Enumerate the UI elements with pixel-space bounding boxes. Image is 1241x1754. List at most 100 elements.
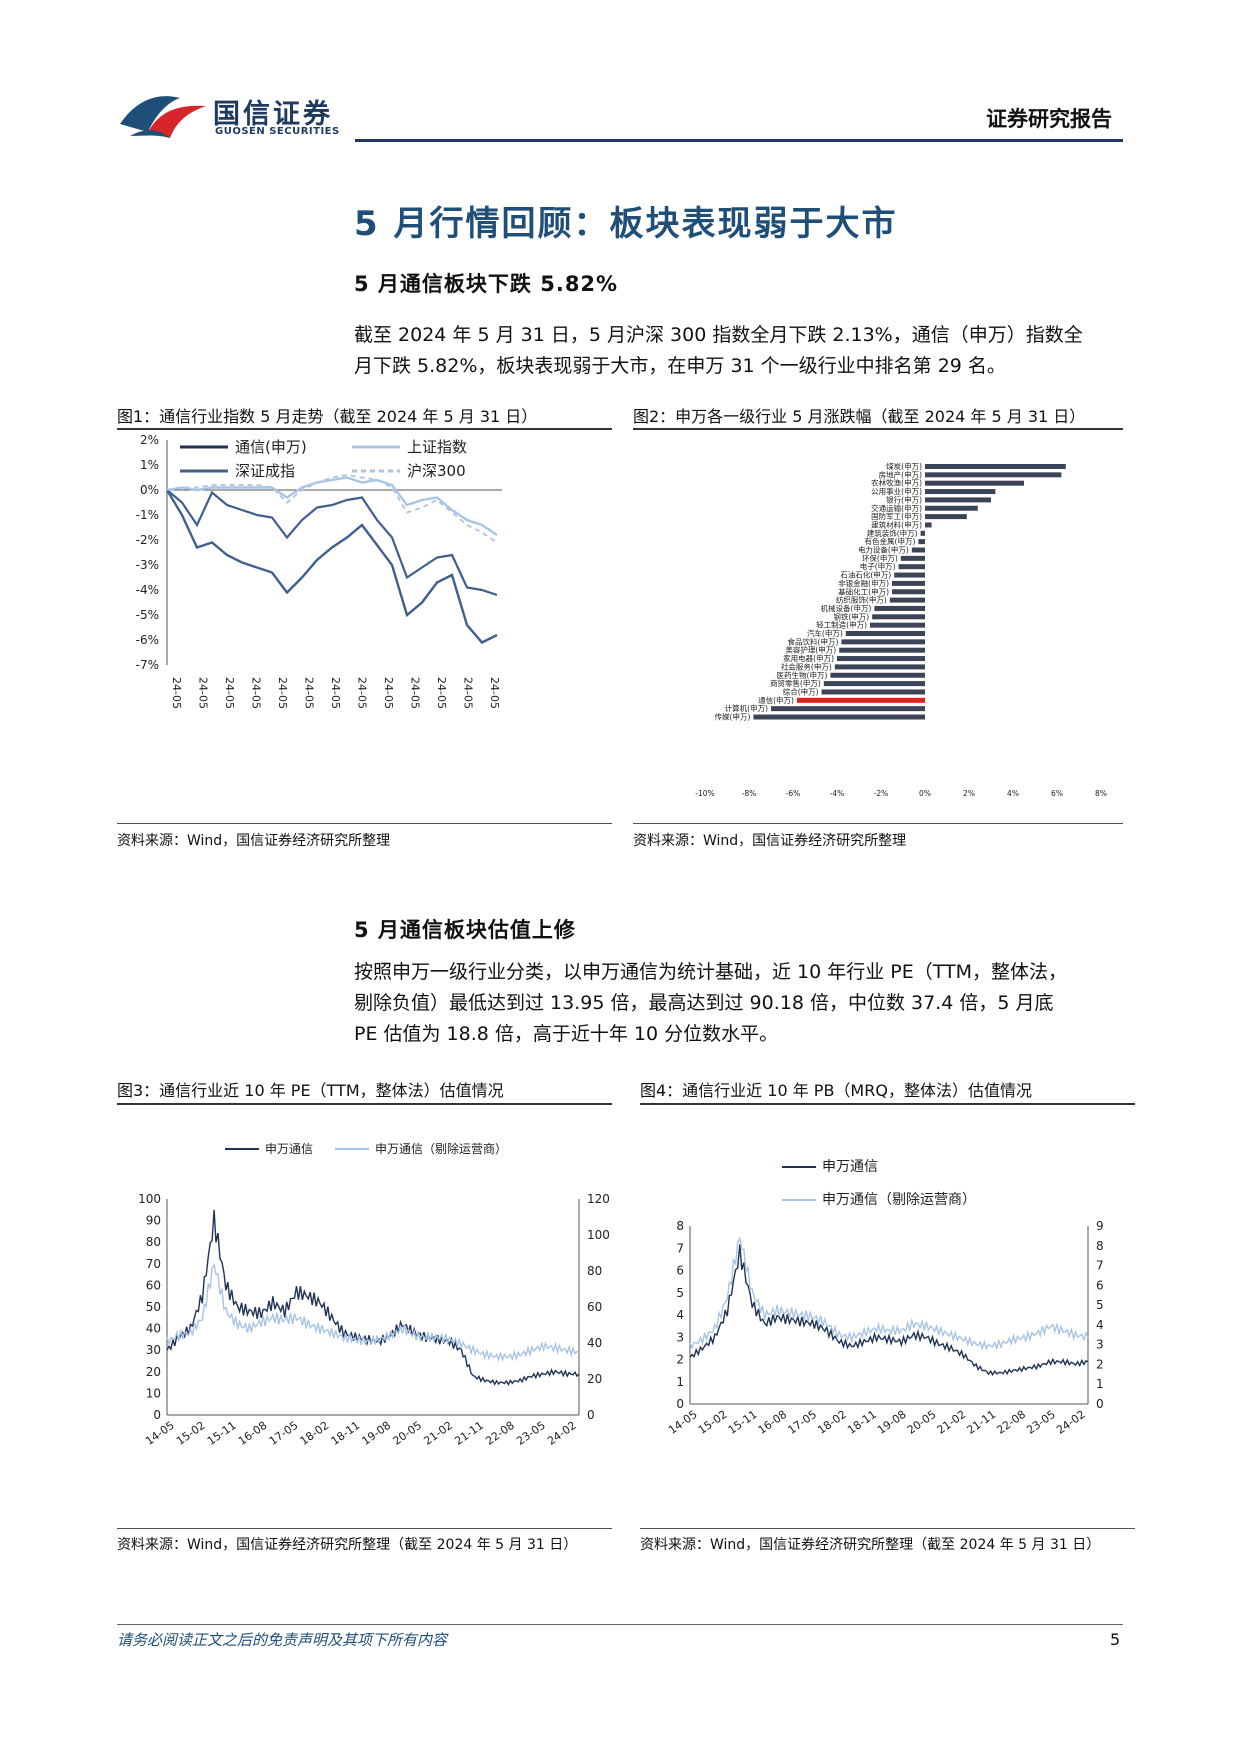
x-tick-label: 24-02 (545, 1419, 579, 1448)
y-left-tick-label: 100 (138, 1192, 161, 1206)
x-tick-label: 24-05 (276, 677, 289, 709)
x-tick-label: 24-05 (170, 677, 183, 709)
x-tick-label: 18-02 (815, 1408, 849, 1437)
category-label: 有色金属(申万) (865, 536, 916, 546)
legend-label: 申万通信 (265, 1142, 313, 1156)
y-right-tick-label: 9 (1096, 1219, 1104, 1233)
bar (796, 697, 925, 703)
figure-2-source: 资料来源：Wind，国信证券经济研究所整理 (633, 833, 907, 849)
bar (925, 505, 978, 511)
y-right-tick-label: 7 (1096, 1259, 1104, 1273)
bar (925, 522, 932, 528)
paragraph-2-line-1: 按照申万一级行业分类，以申万通信为统计基础，近 10 年行业 PE（TTM，整体… (354, 961, 1068, 983)
category-label: 社会服务(申万) (781, 661, 832, 671)
x-tick-label: 8% (1095, 789, 1107, 798)
y-tick-label: -3% (136, 558, 159, 572)
figure-2-title: 图2：申万各一级行业 5 月涨跌幅（截至 2024 年 5 月 31 日） (633, 407, 1086, 426)
x-tick-label: 24-05 (223, 677, 236, 709)
category-label: 综合(申万) (783, 686, 819, 696)
category-label: 汽车(申万) (807, 628, 843, 638)
category-label: 电子(申万) (860, 561, 896, 571)
x-tick-label: 22-08 (483, 1419, 517, 1448)
category-label: 通信(申万) (758, 695, 794, 705)
paragraph-1-line-1: 截至 2024 年 5 月 31 日，5 月沪深 300 指数全月下跌 2.13… (354, 324, 1083, 346)
y-left-tick-label: 30 (146, 1343, 161, 1357)
y-right-tick-label: 6 (1096, 1278, 1104, 1292)
figure-1-source: 资料来源：Wind，国信证券经济研究所整理 (117, 833, 391, 849)
bar (870, 622, 925, 628)
figure-4-source: 资料来源：Wind，国信证券经济研究所整理（截至 2024 年 5 月 31 日… (640, 1537, 1101, 1553)
y-tick-label: -7% (136, 658, 159, 672)
bar (925, 514, 967, 520)
x-tick-label: 19-08 (360, 1419, 394, 1448)
figure-4-top-rule (640, 1103, 1135, 1105)
bar (872, 614, 925, 620)
category-label: 公用事业(申万) (871, 486, 922, 496)
footer-divider (117, 1624, 1123, 1625)
x-tick-label: 15-02 (174, 1419, 208, 1448)
y-tick-label: -6% (136, 633, 159, 647)
x-tick-label: 15-11 (205, 1419, 239, 1448)
x-tick-label: 21-02 (935, 1408, 969, 1437)
x-tick-label: 16-08 (756, 1408, 790, 1437)
category-label: 石油石化(申万) (840, 570, 891, 580)
series-line (166, 1209, 580, 1387)
legend-label: 通信(申万) (235, 438, 307, 456)
y-left-tick-label: 4 (676, 1308, 684, 1322)
bar (918, 539, 925, 545)
category-label: 建筑装饰(申万) (867, 528, 918, 538)
x-tick-label: 24-05 (303, 677, 316, 709)
y-tick-label: 2% (140, 433, 159, 447)
y-left-tick-label: 40 (146, 1322, 161, 1336)
report-type: 证券研究报告 (986, 107, 1112, 131)
bar (841, 639, 925, 645)
category-label: 房地产(申万) (879, 469, 922, 479)
x-tick-label: 24-05 (329, 677, 342, 709)
category-label: 交通运输(申万) (871, 503, 922, 513)
x-tick-label: 24-05 (356, 677, 369, 709)
bar (911, 547, 925, 553)
y-right-tick-label: 4 (1096, 1318, 1104, 1332)
x-tick-label: 20-05 (905, 1408, 939, 1437)
y-right-tick-label: 60 (587, 1300, 602, 1314)
x-tick-label: -6% (786, 789, 801, 798)
figure-2-bottom-rule (633, 823, 1123, 824)
category-label: 商贸零售(申万) (770, 678, 821, 688)
figure-3-chart: 100908070605040302010012010080604020014-… (138, 1141, 610, 1448)
x-tick-label: 16-08 (236, 1419, 270, 1448)
category-label: 纺织服饰(申万) (836, 595, 887, 605)
y-right-tick-label: 0 (1096, 1397, 1104, 1411)
bar (925, 480, 1024, 486)
figure-4-bottom-rule (640, 1528, 1135, 1529)
bar (845, 631, 925, 636)
legend-label: 上证指数 (407, 438, 467, 456)
bar (925, 464, 1066, 469)
x-tick-label: 20-05 (390, 1419, 424, 1448)
y-left-tick-label: 60 (146, 1278, 161, 1292)
category-label: 美容护理(申万) (785, 645, 836, 655)
section-title: 5 月行情回顾：板块表现弱于大市 (354, 204, 898, 244)
category-label: 环保(申万) (862, 553, 898, 563)
x-tick-label: 15-11 (726, 1408, 760, 1437)
y-right-tick-label: 120 (587, 1192, 610, 1206)
y-left-tick-label: 6 (676, 1264, 684, 1278)
bar (839, 647, 925, 653)
x-tick-label: 0% (919, 789, 931, 798)
x-tick-label: 22-08 (994, 1408, 1028, 1437)
company-logo (118, 88, 210, 142)
category-label: 非银金融(申万) (838, 578, 889, 588)
y-left-tick-label: 70 (146, 1257, 161, 1271)
bar (894, 572, 925, 578)
x-tick-label: -8% (742, 789, 757, 798)
figure-1-bottom-rule (117, 823, 612, 824)
footer-disclaimer: 请务必阅读正文之后的免责声明及其项下所有内容 (117, 1631, 448, 1649)
x-tick-label: 17-05 (267, 1419, 301, 1448)
x-tick-label: 6% (1051, 789, 1063, 798)
x-tick-label: 14-05 (143, 1419, 177, 1448)
series-line (689, 1236, 1089, 1351)
y-right-tick-label: 8 (1096, 1239, 1104, 1253)
series-line (166, 1262, 580, 1363)
y-right-tick-label: 1 (1096, 1377, 1104, 1391)
category-label: 银行(申万) (886, 494, 922, 504)
bar (900, 555, 925, 561)
